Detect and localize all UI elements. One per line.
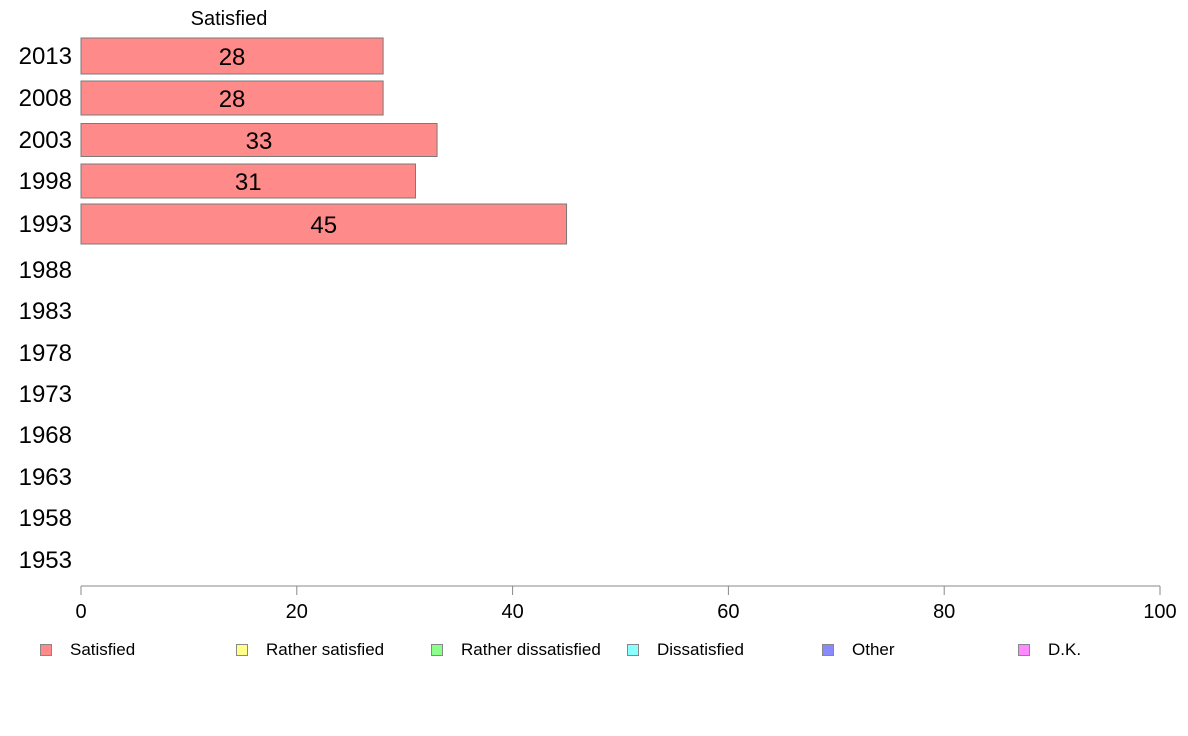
y-tick-label: 2008 bbox=[19, 85, 72, 112]
y-tick-label: 1973 bbox=[19, 381, 72, 408]
y-tick-label: 1988 bbox=[19, 257, 72, 284]
y-tick-label: 2013 bbox=[19, 43, 72, 70]
legend: Satisfied Rather satisfied Rather dissatis… bbox=[0, 638, 1188, 662]
legend-swatch bbox=[236, 644, 248, 656]
bar-data-label: 28 bbox=[219, 86, 246, 113]
legend-item: D.K. bbox=[1018, 638, 1081, 662]
legend-item: Satisfied bbox=[40, 638, 135, 662]
legend-label: Rather satisfied bbox=[266, 640, 385, 659]
x-tick-label: 20 bbox=[286, 601, 308, 623]
y-tick-label: 1953 bbox=[19, 547, 72, 574]
legend-item: Rather dissatisfied bbox=[431, 638, 601, 662]
bar-data-label: 31 bbox=[235, 169, 262, 196]
legend-label: Rather dissatisfied bbox=[461, 640, 601, 659]
bar bbox=[80, 80, 384, 116]
bar-data-label: 33 bbox=[246, 128, 273, 155]
x-tick-label: 60 bbox=[717, 601, 739, 623]
y-tick-label: 1983 bbox=[19, 298, 72, 325]
bar-data-label: 45 bbox=[310, 212, 337, 239]
x-tick-label: 100 bbox=[1143, 601, 1176, 623]
legend-label: Satisfied bbox=[70, 640, 136, 659]
bar-data-label: 28 bbox=[219, 44, 246, 71]
bar-chart: Satisfied 2013 2008 2003 1998 1993 1988 1983 19… bbox=[19, 8, 1177, 623]
x-axis: 0 20 40 60 80 100 bbox=[75, 585, 1177, 623]
x-tick-label: 40 bbox=[501, 601, 523, 623]
y-tick-label: 1968 bbox=[19, 422, 72, 449]
y-tick-label: 1978 bbox=[19, 340, 72, 367]
legend-swatch bbox=[1018, 644, 1030, 656]
legend-item: Other bbox=[822, 638, 895, 662]
bar bbox=[80, 123, 438, 157]
y-tick-label: 1998 bbox=[19, 168, 72, 195]
legend-item: Rather satisfied bbox=[236, 638, 384, 662]
legend-swatch bbox=[627, 644, 639, 656]
y-tick-label: 1958 bbox=[19, 505, 72, 532]
series-header: Satisfied bbox=[191, 8, 268, 30]
bar bbox=[80, 37, 384, 75]
y-tick-label: 1963 bbox=[19, 464, 72, 491]
legend-label: Dissatisfied bbox=[657, 640, 744, 659]
legend-swatch bbox=[40, 644, 52, 656]
legend-item: Dissatisfied bbox=[627, 638, 744, 662]
x-tick-label: 80 bbox=[933, 601, 955, 623]
y-axis-labels: 2013 2008 2003 1998 1993 1988 1983 1978 1973 1968… bbox=[19, 43, 72, 574]
y-tick-label: 2003 bbox=[19, 127, 72, 154]
legend-swatch bbox=[431, 644, 443, 656]
legend-label: Other bbox=[852, 640, 895, 659]
legend-label: D.K. bbox=[1048, 640, 1082, 659]
bar bbox=[80, 163, 416, 199]
x-tick-label: 0 bbox=[75, 601, 86, 623]
y-tick-label: 1993 bbox=[19, 211, 72, 238]
bar bbox=[80, 203, 568, 245]
legend-swatch bbox=[822, 644, 834, 656]
